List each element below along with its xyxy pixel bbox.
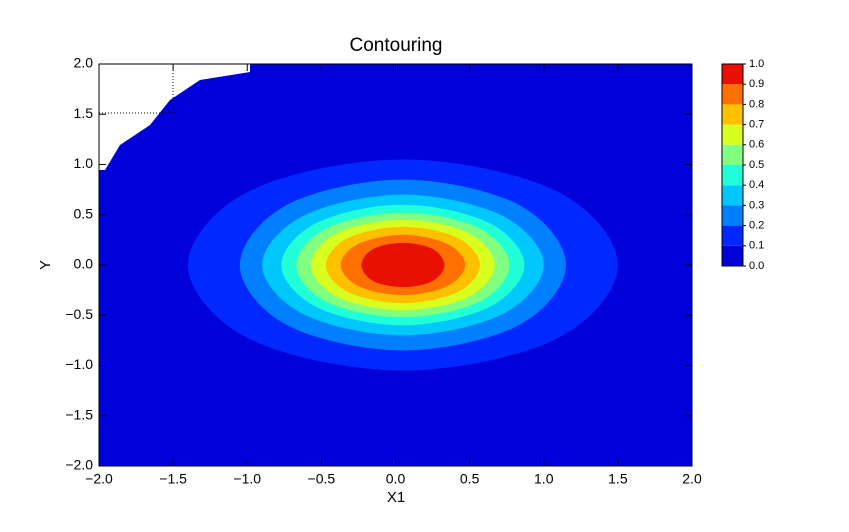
y-tick-label: −0.5 (65, 306, 93, 322)
y-tick-label: −2.0 (65, 457, 93, 473)
colorbar-tick-label: 0.2 (749, 220, 764, 232)
colorbar-tick-label: 0.1 (749, 240, 764, 252)
x-tick-label: 0.0 (386, 471, 406, 487)
y-tick-label: 1.0 (74, 155, 94, 171)
x-tick-label: −1.0 (233, 471, 261, 487)
colorbar-band (722, 144, 743, 165)
colorbar-tick-label: 0.5 (749, 159, 764, 171)
x-tick-label: −0.5 (308, 471, 336, 487)
y-tick-label: −1.5 (65, 406, 93, 422)
colorbar-band (722, 165, 743, 186)
x-tick-label: 1.5 (608, 471, 628, 487)
colorbar-band (722, 124, 743, 145)
colorbar-tick-label: 0.4 (749, 179, 764, 191)
x-axis-label: X1 (387, 489, 405, 506)
colorbar-tick-label: 0.9 (749, 78, 764, 90)
y-tick-label: 0.0 (74, 256, 94, 272)
colorbar-tick-label: 0.6 (749, 139, 764, 151)
x-tick-label: 2.0 (682, 471, 702, 487)
x-tick-label: −2.0 (85, 471, 113, 487)
colorbar-band (722, 245, 743, 266)
x-tick-label: 1.0 (534, 471, 554, 487)
colorbar-band (722, 205, 743, 226)
colorbar-band (722, 185, 743, 206)
y-tick-label: 1.5 (74, 105, 94, 121)
y-axis-label: Y (37, 260, 54, 270)
colorbar-band (722, 104, 743, 125)
x-tick-label: −1.5 (159, 471, 187, 487)
colorbar-tick-label: 0.0 (749, 260, 764, 272)
colorbar-tick-label: 0.3 (749, 199, 764, 211)
colorbar-tick-label: 0.8 (749, 98, 764, 110)
y-tick-label: 2.0 (74, 55, 94, 71)
empty-corner (99, 64, 250, 170)
colorbar-tick-label: 1.0 (749, 58, 764, 70)
contour-band (361, 242, 445, 288)
y-tick-label: −1.0 (65, 356, 93, 372)
x-tick-label: 0.5 (460, 471, 480, 487)
colorbar-tick-label: 0.7 (749, 119, 764, 131)
y-tick-label: 0.5 (74, 205, 94, 221)
colorbar-band (722, 225, 743, 246)
colorbar-band (722, 64, 743, 85)
chart-title: Contouring (350, 35, 443, 56)
plot-area (99, 64, 692, 466)
colorbar-band (722, 84, 743, 105)
